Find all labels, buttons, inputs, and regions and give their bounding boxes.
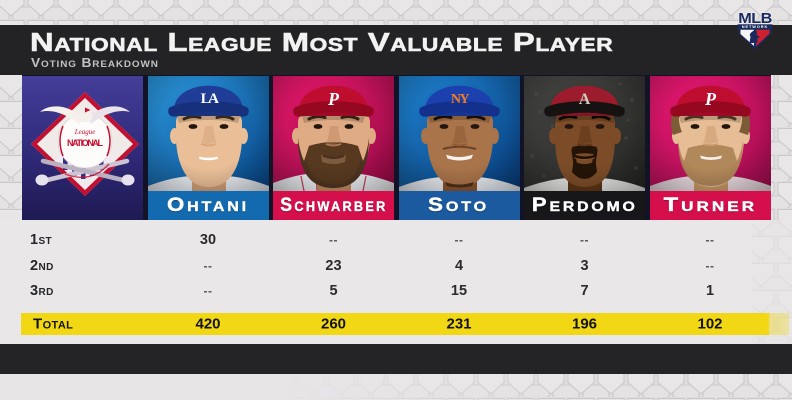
svg-text:NETWORK: NETWORK bbox=[742, 24, 768, 29]
svg-text:MLB: MLB bbox=[738, 12, 772, 27]
svg-text:League: League bbox=[74, 128, 96, 136]
svg-text:NATIONAL: NATIONAL bbox=[67, 138, 104, 148]
